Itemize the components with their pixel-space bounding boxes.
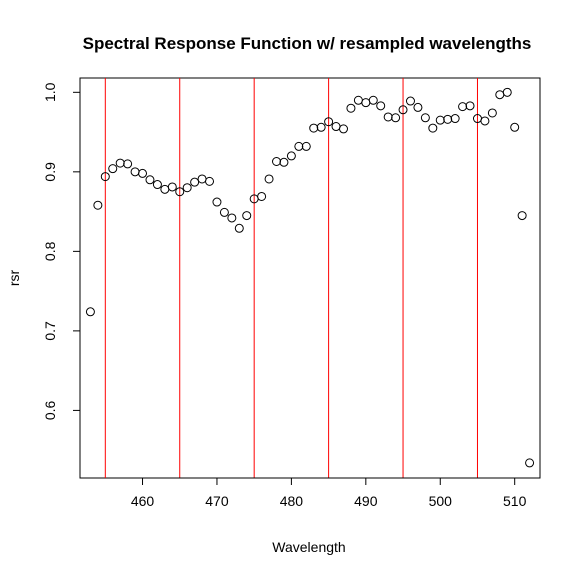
- data-point: [511, 123, 519, 131]
- x-tick-label: 460: [131, 493, 155, 509]
- data-point: [206, 177, 214, 185]
- data-point: [436, 116, 444, 124]
- y-tick-label: 0.8: [42, 241, 58, 261]
- data-point: [317, 123, 325, 131]
- data-point: [302, 142, 310, 150]
- data-point: [258, 192, 266, 200]
- data-point: [496, 91, 504, 99]
- data-point: [265, 175, 273, 183]
- data-point: [183, 184, 191, 192]
- data-point: [153, 181, 161, 189]
- data-point: [459, 103, 467, 111]
- data-point: [220, 208, 228, 216]
- data-point: [481, 117, 489, 125]
- data-point: [369, 96, 377, 104]
- data-point: [86, 308, 94, 316]
- chart-title: Spectral Response Function w/ resampled …: [83, 34, 532, 53]
- data-point: [354, 96, 362, 104]
- data-point: [466, 102, 474, 110]
- data-point: [235, 224, 243, 232]
- data-point: [161, 185, 169, 193]
- data-point: [94, 201, 102, 209]
- data-point: [414, 103, 422, 111]
- data-point: [444, 115, 452, 123]
- data-point: [332, 123, 340, 131]
- reference-lines: [105, 78, 477, 478]
- data-point: [273, 157, 281, 165]
- y-tick-label: 0.7: [42, 321, 58, 341]
- data-point: [168, 183, 176, 191]
- y-axis-label: rsr: [6, 270, 22, 287]
- data-point: [518, 212, 526, 220]
- data-point: [347, 104, 355, 112]
- data-point: [392, 114, 400, 122]
- data-point: [377, 102, 385, 110]
- data-point: [139, 169, 147, 177]
- data-points: [86, 88, 533, 467]
- data-point: [526, 459, 534, 467]
- data-point: [406, 97, 414, 105]
- data-point: [384, 113, 392, 121]
- data-point: [116, 159, 124, 167]
- data-point: [339, 125, 347, 133]
- data-point: [429, 124, 437, 132]
- data-point: [109, 165, 117, 173]
- x-tick-label: 480: [280, 493, 304, 509]
- y-tick-label: 0.6: [42, 400, 58, 420]
- data-point: [362, 99, 370, 107]
- data-point: [131, 168, 139, 176]
- data-point: [295, 142, 303, 150]
- x-axis: 460 470 480 490 500 510: [131, 478, 527, 509]
- data-point: [213, 198, 221, 206]
- y-axis: 0.6 0.7 0.8 0.9 1.0: [42, 82, 80, 420]
- data-point: [451, 115, 459, 123]
- data-point: [287, 152, 295, 160]
- data-point: [146, 176, 154, 184]
- x-tick-label: 500: [429, 493, 453, 509]
- data-point: [228, 214, 236, 222]
- plot-area: [80, 78, 540, 478]
- x-tick-label: 490: [354, 493, 378, 509]
- y-tick-label: 0.9: [42, 162, 58, 182]
- data-point: [310, 124, 318, 132]
- data-point: [243, 212, 251, 220]
- data-point: [191, 178, 199, 186]
- x-axis-label: Wavelength: [272, 539, 345, 555]
- y-tick-label: 1.0: [42, 82, 58, 102]
- data-point: [503, 88, 511, 96]
- data-point: [488, 109, 496, 117]
- data-point: [421, 114, 429, 122]
- data-point: [280, 158, 288, 166]
- x-tick-label: 510: [503, 493, 527, 509]
- data-point: [124, 160, 132, 168]
- data-point: [198, 175, 206, 183]
- x-tick-label: 470: [205, 493, 229, 509]
